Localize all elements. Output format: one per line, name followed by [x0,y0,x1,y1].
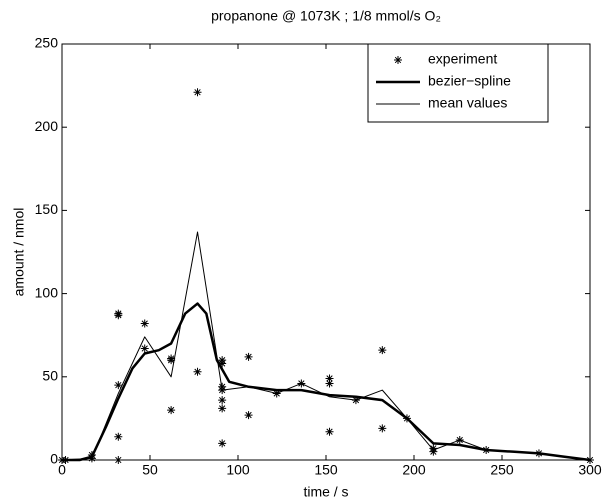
legend-marker [394,56,402,64]
data-point [114,456,123,464]
legend-label: mean values [428,95,507,111]
data-line [62,302,591,462]
data-point [244,411,253,420]
y-tick-label: 50 [42,368,58,384]
y-tick-label: 250 [35,35,59,51]
y-tick-label: 150 [35,201,59,217]
data-point [193,367,202,376]
data-point [114,432,123,441]
data-point [114,381,123,390]
data-point [114,311,123,320]
data-point [167,354,176,363]
x-axis-label: time / s [303,484,348,500]
legend-label: bezier−spline [428,73,511,89]
data-point [218,396,227,405]
data-line [61,231,591,461]
data-point [325,379,334,388]
x-tick-label: 300 [578,462,602,478]
data-point [193,88,202,97]
y-axis-label: amount / nmol [11,208,27,297]
y-tick-label: 0 [50,451,58,467]
chart-title: propanone @ 1073K ; 1/8 mmol/s O₂ [211,8,441,24]
x-tick-label: 150 [314,462,338,478]
data-point [140,344,149,353]
x-tick-label: 0 [58,462,66,478]
x-tick-label: 100 [226,462,250,478]
data-point [325,374,334,383]
data-point [218,439,227,448]
x-tick-label: 200 [402,462,426,478]
y-tick-label: 200 [35,118,59,134]
data-point [218,404,227,413]
data-point [378,346,387,355]
data-point [378,424,387,433]
data-point [167,406,176,415]
x-tick-label: 250 [490,462,514,478]
data-point [218,359,227,368]
data-point [140,319,149,328]
y-tick-label: 100 [35,284,59,300]
legend-label: experiment [428,51,497,67]
x-tick-label: 50 [142,462,158,478]
data-point [429,447,438,456]
data-point [325,427,334,436]
data-point [244,352,253,361]
